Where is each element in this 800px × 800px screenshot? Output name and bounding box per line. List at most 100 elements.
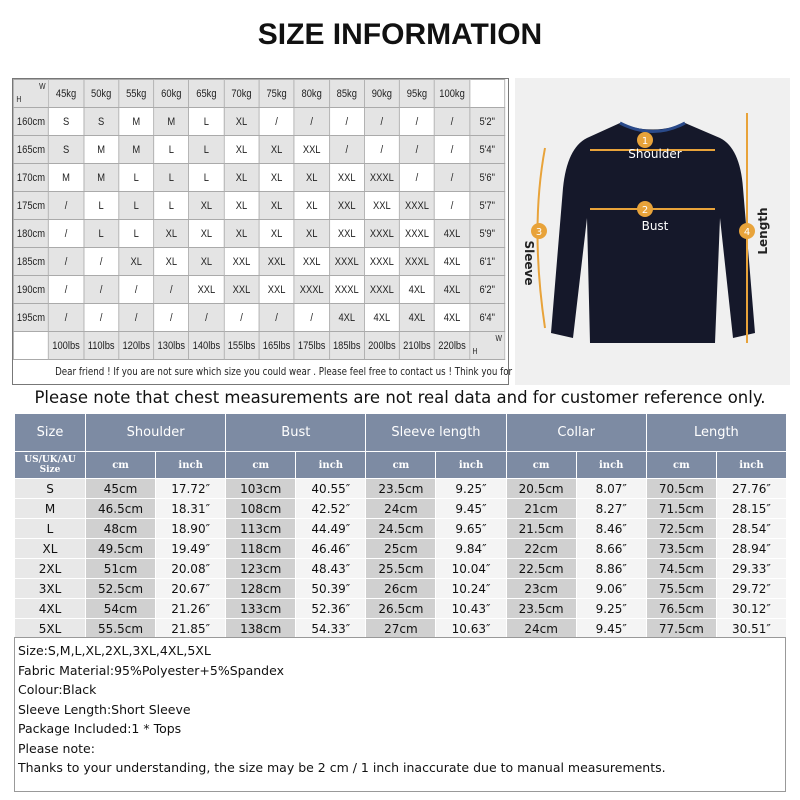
cell: 21.85″: [155, 618, 227, 639]
corner-h: H: [16, 95, 22, 104]
size-cell: XL: [223, 191, 260, 220]
cell: 24.5cm: [365, 518, 437, 539]
size-cell: XXL: [293, 247, 330, 276]
size-cell: L: [118, 219, 155, 248]
label-text: Bust: [642, 219, 669, 233]
cell: 49.5cm: [84, 538, 157, 559]
cell: 9.65″: [435, 518, 507, 539]
size-cell: XL: [223, 163, 260, 192]
weight: 70kg: [223, 79, 260, 108]
lbs: 210lbs: [398, 331, 435, 360]
cell: 9.25″: [575, 598, 647, 619]
size-row: M 46.5cm 18.31″ 108cm 42.52″ 24cm 9.45″ 21cm 8.2…: [14, 498, 787, 519]
height: 175cm: [12, 191, 49, 220]
size-cell: /: [398, 163, 435, 192]
weight: 60kg: [153, 79, 190, 108]
height: 185cm: [12, 247, 49, 276]
label-number: 3: [536, 227, 542, 238]
size-cell: 4XL: [434, 303, 471, 332]
blank: [12, 331, 49, 360]
weight: 85kg: [328, 79, 365, 108]
blank: [469, 79, 506, 108]
cell: 18.31″: [155, 498, 227, 519]
header-row: H W 45kg 50kg 55kg 60kg 65kg 70kg 75kg 80kg 85kg 90…: [12, 79, 506, 108]
cell: 20.67″: [155, 578, 227, 599]
cell: 76.5cm: [645, 598, 717, 619]
lbs: 100lbs: [48, 331, 85, 360]
label-number: 4: [744, 227, 750, 238]
size-cell: XL: [258, 191, 295, 220]
header-cell: Shoulder: [84, 413, 227, 452]
cell: 23cm: [505, 578, 577, 599]
header-row: Size Shoulder Bust Sleeve length Collar Lengt…: [14, 413, 787, 452]
size-cell: /: [83, 275, 120, 304]
weight: 95kg: [398, 79, 435, 108]
size-cell: /: [258, 107, 295, 136]
fit-row: 165cm S M M L L XL XL XXL / / //5'4": [12, 135, 506, 164]
size-cell: XXXL: [363, 163, 400, 192]
feet: 5'9": [469, 219, 506, 248]
cell: 21.26″: [155, 598, 227, 619]
sweater: [551, 123, 755, 343]
size-cell: L: [118, 163, 155, 192]
cell: 9.25″: [435, 478, 507, 499]
size-row: 5XL 55.5cm 21.85″ 138cm 54.33″ 27cm 10.63″ 24cm…: [14, 618, 787, 639]
size-cell: /: [328, 135, 365, 164]
cell: 29.33″: [715, 558, 787, 579]
size-cell: /: [328, 107, 365, 136]
size-cell: /: [223, 303, 260, 332]
weight: 50kg: [83, 79, 120, 108]
lbs: 175lbs: [293, 331, 330, 360]
size-cell: XL: [188, 191, 225, 220]
size-cell: 4XL: [434, 219, 471, 248]
lbs: 165lbs: [258, 331, 295, 360]
detail-line: Package Included:1 * Tops: [18, 721, 182, 736]
size-cell: M: [153, 107, 190, 136]
size-cell: XL: [293, 219, 330, 248]
cell: 27cm: [365, 618, 437, 639]
lbs: 185lbs: [328, 331, 365, 360]
cell: 9.45″: [575, 618, 647, 639]
feet: 5'4": [469, 135, 506, 164]
cell: 108cm: [225, 498, 297, 519]
size-cell: /: [258, 303, 295, 332]
cell: 2XL: [14, 558, 86, 579]
cell: 25cm: [365, 538, 437, 559]
header-cell: Bust: [225, 413, 367, 452]
corner-w: W: [39, 82, 46, 91]
size-cell: XXL: [328, 219, 365, 248]
size-cell: M: [118, 107, 155, 136]
size-cell: XXXL: [363, 275, 400, 304]
size-cell: /: [434, 191, 471, 220]
cell: 9.84″: [435, 538, 507, 559]
size-cell: XXL: [293, 135, 330, 164]
size-cell: XXL: [258, 275, 295, 304]
size-cell: /: [48, 219, 85, 248]
unit: cm: [365, 451, 437, 479]
cell: 25.5cm: [365, 558, 437, 579]
size-cell: XL: [258, 135, 295, 164]
size-cell: XL: [223, 135, 260, 164]
size-cell: XXL: [223, 275, 260, 304]
corner-w: W: [495, 334, 502, 343]
cell: 40.55″: [295, 478, 367, 499]
size-cell: XL: [223, 219, 260, 248]
feet: 6'2": [469, 275, 506, 304]
number-badges: [531, 132, 755, 239]
lbs: 200lbs: [363, 331, 400, 360]
cell: 113cm: [225, 518, 297, 539]
fit-row: 175cm / L L L XL XL XL XL XXL XXL XXXL/5'7": [12, 191, 506, 220]
cell: 75.5cm: [645, 578, 717, 599]
cell: 28.15″: [715, 498, 787, 519]
size-row: 2XL 51cm 20.08″ 123cm 48.43″ 25.5cm 10.04″ 22.5…: [14, 558, 787, 579]
lbs: 120lbs: [118, 331, 155, 360]
size-cell: /: [118, 303, 155, 332]
cell: 73.5cm: [645, 538, 717, 559]
size-cell: 4XL: [398, 303, 435, 332]
size-cell: /: [48, 303, 85, 332]
cell: 54cm: [84, 598, 157, 619]
size-cell: S: [48, 135, 85, 164]
size-cell: L: [153, 191, 190, 220]
